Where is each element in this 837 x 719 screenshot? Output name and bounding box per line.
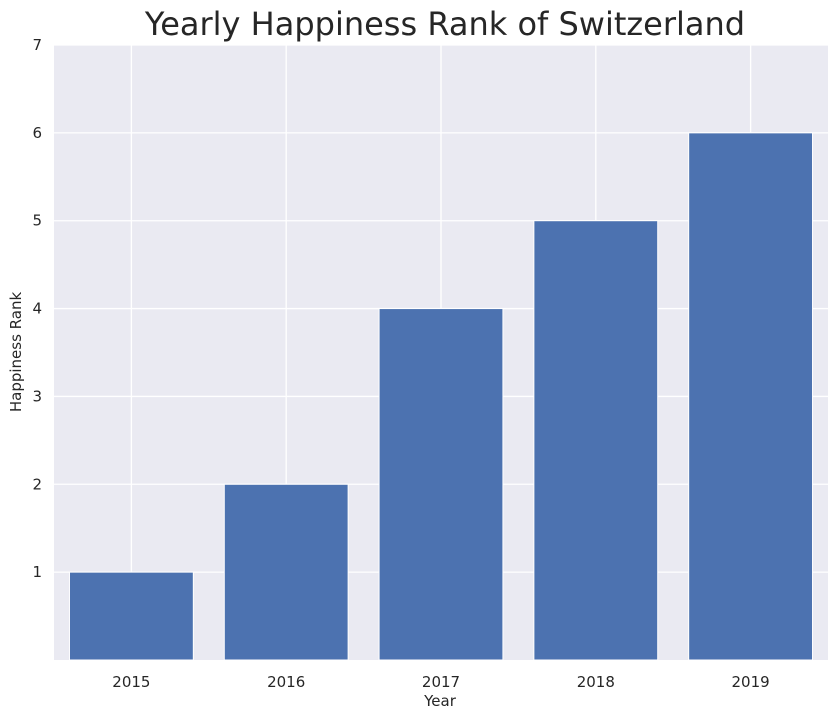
bar-2018 bbox=[533, 220, 659, 661]
bars bbox=[68, 132, 814, 661]
x-tick-labels: 2015 2016 2017 2018 2019 bbox=[112, 673, 769, 691]
y-tick-label: 6 bbox=[32, 124, 42, 142]
x-tick-label: 2019 bbox=[732, 673, 770, 691]
x-axis-label: Year bbox=[423, 692, 457, 710]
chart-title: Yearly Happiness Rank of Switzerland bbox=[144, 5, 745, 43]
bar-2015 bbox=[68, 571, 194, 661]
bar-2019 bbox=[688, 132, 814, 661]
bar-2017 bbox=[378, 308, 504, 661]
y-tick-label: 3 bbox=[32, 387, 42, 405]
y-tick-labels: 1 2 3 4 5 6 7 bbox=[32, 36, 42, 581]
x-tick-label: 2016 bbox=[267, 673, 305, 691]
y-tick-label: 1 bbox=[32, 563, 42, 581]
x-tick-label: 2018 bbox=[577, 673, 615, 691]
y-tick-label: 2 bbox=[32, 475, 42, 493]
x-tick-label: 2017 bbox=[422, 673, 460, 691]
y-tick-label: 7 bbox=[32, 36, 42, 54]
y-tick-label: 4 bbox=[32, 300, 42, 318]
bar-2016 bbox=[223, 483, 349, 661]
y-tick-label: 5 bbox=[32, 212, 42, 230]
x-tick-label: 2015 bbox=[112, 673, 150, 691]
y-axis-label: Happiness Rank bbox=[7, 292, 25, 413]
